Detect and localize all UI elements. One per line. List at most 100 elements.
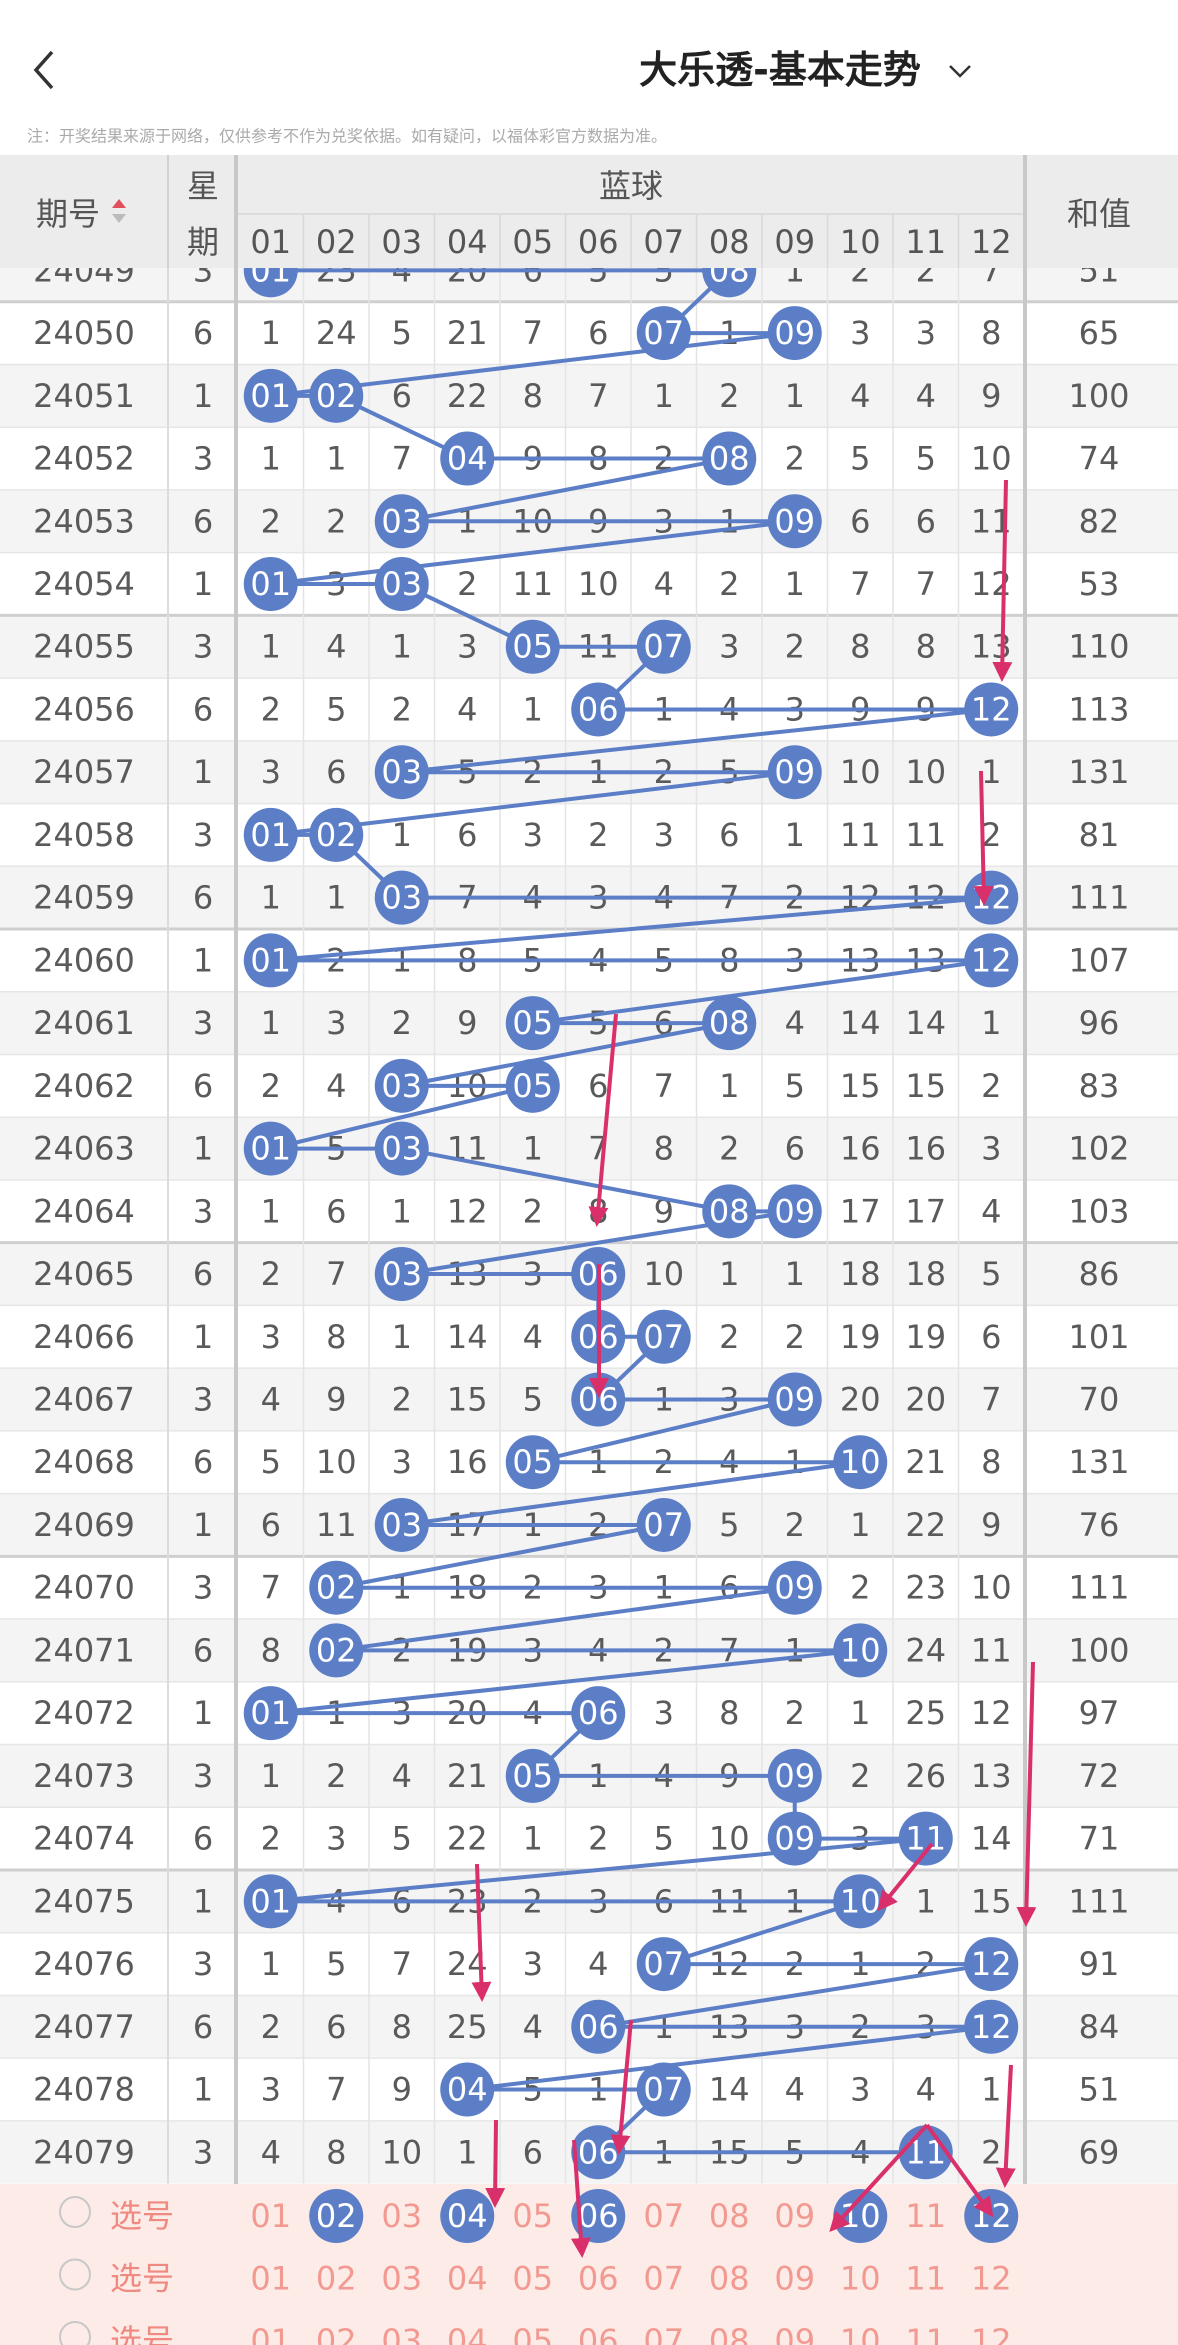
miss-count: 3 xyxy=(261,2071,281,2109)
select-number[interactable]: 12 xyxy=(971,2260,1012,2298)
ball xyxy=(702,1184,757,1239)
issue: 24079 xyxy=(33,2133,135,2171)
title-dropdown[interactable] xyxy=(949,65,971,78)
select-number[interactable]: 09 xyxy=(774,2260,815,2298)
picked-ball[interactable] xyxy=(571,2189,626,2243)
select-number[interactable]: 06 xyxy=(578,2197,619,2235)
issue: 24064 xyxy=(33,1192,135,1230)
select-number[interactable]: 05 xyxy=(512,2197,553,2235)
select-number[interactable]: 12 xyxy=(971,2197,1012,2235)
ball xyxy=(309,368,364,423)
miss-count: 2 xyxy=(719,1130,739,1168)
miss-count: 13 xyxy=(971,1757,1012,1795)
blue-number-header: 07 xyxy=(643,223,684,261)
miss-count: 5 xyxy=(326,1945,346,1983)
select-number[interactable]: 07 xyxy=(643,2322,684,2345)
select-number[interactable]: 07 xyxy=(643,2197,684,2235)
ball xyxy=(243,807,298,862)
select-number[interactable]: 09 xyxy=(774,2322,815,2345)
miss-count: 21 xyxy=(905,1443,946,1481)
miss-count: 8 xyxy=(719,1694,739,1732)
select-number[interactable]: 03 xyxy=(381,2197,422,2235)
select-number[interactable]: 08 xyxy=(709,2322,750,2345)
select-number[interactable]: 04 xyxy=(447,2197,488,2235)
miss-count: 15 xyxy=(905,1067,946,1105)
select-number[interactable]: 04 xyxy=(447,2322,488,2345)
ball-number: 05 xyxy=(512,628,553,666)
blue-number-header: 06 xyxy=(578,223,619,261)
select-number[interactable]: 10 xyxy=(840,2322,881,2345)
annotations xyxy=(471,479,1037,2258)
miss-count: 1 xyxy=(261,1945,281,1983)
select-number[interactable]: 12 xyxy=(971,2322,1012,2345)
ball-number: 01 xyxy=(250,565,291,603)
miss-count: 5 xyxy=(981,1255,1001,1293)
miss-count: 2 xyxy=(916,251,936,289)
issue: 24077 xyxy=(33,2008,135,2046)
select-number[interactable]: 03 xyxy=(381,2260,422,2298)
radio[interactable] xyxy=(59,2321,91,2345)
select-number[interactable]: 01 xyxy=(250,2197,291,2235)
miss-count: 3 xyxy=(326,1820,346,1858)
select-number[interactable]: 02 xyxy=(316,2322,357,2345)
miss-count: 13 xyxy=(971,628,1012,666)
select-number[interactable]: 05 xyxy=(512,2322,553,2345)
select-label[interactable]: 选号 xyxy=(110,2322,174,2345)
sum: 103 xyxy=(1068,1192,1129,1230)
miss-count: 5 xyxy=(654,1820,674,1858)
issue: 24068 xyxy=(33,1443,135,1481)
select-number[interactable]: 03 xyxy=(381,2322,422,2345)
select-number[interactable]: 08 xyxy=(709,2260,750,2298)
select-number[interactable]: 02 xyxy=(316,2260,357,2298)
miss-count: 8 xyxy=(654,1130,674,1168)
weekday: 3 xyxy=(193,1569,213,1607)
back-button[interactable] xyxy=(33,50,54,90)
miss-count: 2 xyxy=(392,1004,412,1042)
ball-number: 09 xyxy=(774,753,815,791)
ball xyxy=(571,1999,626,2054)
ball-number: 01 xyxy=(250,816,291,854)
select-number[interactable]: 11 xyxy=(905,2322,946,2345)
miss-count: 2 xyxy=(981,1067,1001,1105)
select-number[interactable]: 11 xyxy=(905,2260,946,2298)
miss-count: 5 xyxy=(916,440,936,478)
select-number[interactable]: 05 xyxy=(512,2260,553,2298)
select-label[interactable]: 选号 xyxy=(110,2197,174,2235)
select-number[interactable]: 04 xyxy=(447,2260,488,2298)
select-number[interactable]: 10 xyxy=(840,2260,881,2298)
select-label[interactable]: 选号 xyxy=(110,2260,174,2298)
sum: 107 xyxy=(1068,941,1129,979)
ball-number: 09 xyxy=(774,1757,815,1795)
issue: 24063 xyxy=(33,1130,135,1168)
select-number[interactable]: 08 xyxy=(709,2197,750,2235)
miss-count: 10 xyxy=(840,753,881,791)
issue: 24058 xyxy=(33,816,135,854)
miss-count: 4 xyxy=(457,690,477,728)
radio[interactable] xyxy=(59,2258,91,2291)
select-number[interactable]: 06 xyxy=(578,2260,619,2298)
picked-ball[interactable] xyxy=(440,2189,495,2243)
miss-count: 5 xyxy=(785,1067,805,1105)
select-number[interactable]: 11 xyxy=(905,2197,946,2235)
ball-number: 12 xyxy=(971,941,1012,979)
select-number[interactable]: 09 xyxy=(774,2197,815,2235)
miss-count: 8 xyxy=(916,628,936,666)
weekday: 1 xyxy=(193,2071,213,2109)
select-number[interactable]: 07 xyxy=(643,2260,684,2298)
ball xyxy=(767,745,822,800)
miss-count: 23 xyxy=(316,251,357,289)
sum: 71 xyxy=(1079,1820,1120,1858)
issue-header[interactable]: 期号 xyxy=(36,195,100,233)
radio[interactable] xyxy=(59,2196,91,2228)
miss-count: 24 xyxy=(316,314,357,352)
weekday: 6 xyxy=(193,1631,213,1669)
select-number[interactable]: 01 xyxy=(250,2322,291,2345)
miss-count: 26 xyxy=(905,1757,946,1795)
miss-count: 2 xyxy=(719,1318,739,1356)
select-number[interactable]: 01 xyxy=(250,2260,291,2298)
select-number[interactable]: 02 xyxy=(316,2197,357,2235)
select-number[interactable]: 06 xyxy=(578,2322,619,2345)
ball-number: 07 xyxy=(643,2071,684,2109)
ball xyxy=(964,1937,1019,1992)
picked-ball[interactable] xyxy=(309,2189,364,2243)
